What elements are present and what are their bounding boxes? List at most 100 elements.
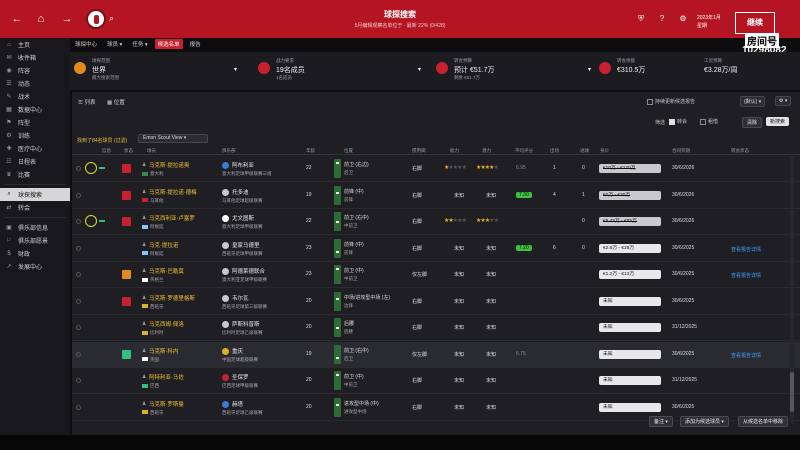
value-pill[interactable]: €1.2万 - €13万 bbox=[599, 270, 661, 279]
club-name[interactable]: 阿布利亚 bbox=[232, 163, 255, 169]
list-view-button[interactable]: ☰ 列表 bbox=[78, 98, 95, 106]
table-row[interactable]: ♟ 阿特利亚·马佐 巴西 圣保罗 巴西足球甲级联赛 20 前卫 (中) 中前卫 右脚 未知 未知 未知… bbox=[72, 368, 800, 394]
club-name[interactable]: 皇家马德里 bbox=[232, 242, 260, 249]
col-apps[interactable]: 出场 bbox=[550, 148, 559, 153]
options-dropdown[interactable]: ⚙ ▾ bbox=[775, 96, 792, 106]
table-row[interactable]: ♟ 马克斯·巴勒莫 英格兰 阿德莱德联合 澳大利亚足球甲级联赛 23 前卫 (中) 中前卫 仅左… bbox=[72, 262, 800, 288]
value-pill[interactable]: 未知 bbox=[599, 296, 661, 306]
col-value[interactable]: 身价 bbox=[600, 148, 609, 153]
tab-1[interactable]: 球员 ▾ bbox=[107, 41, 123, 48]
table-row[interactable]: ♟ 马克·提拉诺 阿根廷 皇家马德里 西班牙足球甲级联赛 23 前锋 (中) 前锋 右脚 未知 未知… bbox=[72, 236, 800, 262]
col-club[interactable]: 俱乐部 bbox=[222, 148, 236, 153]
sidebar-item-16[interactable]: ↗ 发展中心 bbox=[0, 260, 70, 273]
clear-button[interactable]: 清除 bbox=[742, 117, 763, 128]
club-name[interactable]: 韦尔瓦 bbox=[232, 295, 249, 302]
sidebar-item-6[interactable]: ⚑ 阵型 bbox=[0, 116, 70, 129]
club-name[interactable]: 萨斯科普斯 bbox=[232, 322, 260, 328]
club-name[interactable]: 尤文图斯 bbox=[232, 216, 255, 222]
position-view-button[interactable]: ▦ 位置 bbox=[107, 98, 125, 106]
checkbox[interactable] bbox=[700, 118, 706, 125]
add-candidate-button[interactable]: 添加为候选球员 ▾ bbox=[680, 416, 729, 427]
col-foot[interactable]: 惯用脚 bbox=[412, 148, 426, 153]
table-row[interactable]: ♟ 马克斯·提拉诺奥 意大利 阿布利亚 意大利足球甲级联赛三组 22 前卫 (右边) 后卫 右脚… bbox=[72, 156, 800, 182]
sidebar-item-5[interactable]: ▦ 数据中心 bbox=[0, 103, 70, 116]
col-info[interactable]: 信息 bbox=[102, 148, 111, 153]
player-name[interactable]: 马克斯·巴勒莫 bbox=[149, 269, 184, 275]
sidebar-item-12[interactable]: ⇄ 转会 bbox=[0, 201, 70, 214]
row-select-radio[interactable] bbox=[76, 298, 81, 304]
col-goals[interactable]: 进球 bbox=[580, 148, 589, 153]
col-rating[interactable]: 平均评分 bbox=[515, 148, 533, 153]
value-pill[interactable]: €8.45万 - €85万 bbox=[599, 217, 661, 226]
shield-icon[interactable]: ⛨ bbox=[638, 14, 644, 23]
row-select-radio[interactable] bbox=[76, 166, 81, 171]
search-icon[interactable]: ⌕ bbox=[109, 13, 115, 23]
new-search-button[interactable]: 新搜索 bbox=[766, 117, 790, 126]
col-ability[interactable]: 能力 bbox=[450, 148, 459, 153]
row-select-radio[interactable] bbox=[76, 378, 81, 383]
player-name[interactable]: 马克斯·科内 bbox=[149, 348, 179, 355]
value-pill[interactable]: €0万 - €30万 bbox=[599, 190, 661, 200]
sidebar-item-7[interactable]: ⚙ 训练 bbox=[0, 129, 70, 142]
notes-button[interactable]: 备注 ▾ bbox=[649, 416, 673, 427]
sidebar-item-14[interactable]: ⚐ 俱乐部愿景 bbox=[0, 234, 70, 247]
checkbox[interactable] bbox=[647, 98, 653, 105]
remove-from-shortlist-button[interactable]: 从候选名单中移除 bbox=[738, 416, 789, 427]
table-row[interactable]: ♟ 马克西姆·佩洛 比利时 萨斯科普斯 比利时足球乙级联赛 20 后腰 后腰 右脚 未知 未知 未知 3… bbox=[72, 315, 800, 341]
sidebar-item-11[interactable]: ⌕ 球探搜索 bbox=[0, 188, 70, 201]
row-select-radio[interactable] bbox=[76, 192, 81, 198]
sidebar-item-9[interactable]: ☷ 日程表 bbox=[0, 155, 70, 168]
row-select-radio[interactable] bbox=[76, 245, 81, 251]
club-name[interactable]: 圣保罗 bbox=[232, 375, 249, 381]
checkbox[interactable] bbox=[669, 118, 675, 125]
continue-button[interactable]: 继续 bbox=[735, 12, 775, 34]
col-status[interactable]: 状态 bbox=[124, 148, 133, 153]
player-name[interactable]: 马克斯·罗德里格斯 bbox=[149, 295, 195, 302]
forward-arrow-icon[interactable]: → bbox=[61, 13, 73, 25]
keep-report-toggle[interactable]: 持续更新候选报告 bbox=[647, 98, 695, 105]
home-icon[interactable]: ⌂ bbox=[37, 13, 45, 25]
report-link[interactable]: 查看报告详情 bbox=[731, 246, 762, 253]
club-logo[interactable] bbox=[86, 9, 106, 29]
value-pill[interactable]: 未知 bbox=[599, 376, 661, 385]
help-icon[interactable]: ? bbox=[659, 14, 665, 23]
row-select-radio[interactable] bbox=[76, 351, 81, 357]
col-contract[interactable]: 合同到期 bbox=[672, 148, 690, 153]
summary-scout-range[interactable]: 球探范围 世界 最大搜索范围 ▾ bbox=[70, 52, 250, 90]
player-name[interactable]: 马克斯·提拉诺奥 bbox=[149, 163, 190, 169]
sidebar-item-13[interactable]: ▣ 俱乐部信息 bbox=[0, 221, 70, 234]
table-row[interactable]: ♟ 马克斯·罗斯曼 西班牙 赫塔 西班牙足球乙级联赛 20 进攻型中场 (中) 进攻型中场 右脚… bbox=[72, 395, 800, 421]
row-select-radio[interactable] bbox=[76, 404, 81, 410]
club-name[interactable]: 重庆 bbox=[232, 348, 244, 355]
row-select-radio[interactable] bbox=[76, 325, 81, 330]
player-name[interactable]: 马克斯·提拉诺·德梅 bbox=[149, 189, 197, 196]
summary-transfer-budget[interactable]: 转会预算 预计 €51.7万 剩余 €51.7万 ▾ bbox=[432, 52, 602, 90]
scout-view-dropdown[interactable]: Emon Scout View ▾ bbox=[138, 134, 208, 143]
col-potential[interactable]: 潜力 bbox=[482, 148, 491, 153]
transfer-filter[interactable]: 转会 bbox=[669, 118, 687, 125]
tab-2[interactable]: 任务 ▾ bbox=[132, 41, 148, 48]
club-name[interactable]: 赫塔 bbox=[232, 401, 244, 408]
player-name[interactable]: 阿特利亚·马佐 bbox=[149, 375, 184, 381]
sidebar-item-3[interactable]: ☰ 动态 bbox=[0, 77, 70, 90]
table-row[interactable]: ♟ 马克西利亚·卢塞罗 阿根廷 尤文图斯 意大利足球甲级联赛 22 前卫 (右中) 中前卫 右脚… bbox=[72, 209, 800, 235]
player-name[interactable]: 马克西姆·佩洛 bbox=[149, 322, 184, 328]
value-pill[interactable]: €2.6万 - €28万 bbox=[599, 243, 661, 253]
value-pill[interactable]: 未知 bbox=[599, 323, 661, 332]
value-pill[interactable]: 未知 bbox=[599, 402, 661, 412]
player-name[interactable]: 马克斯·罗斯曼 bbox=[149, 401, 184, 408]
col-age[interactable]: 年龄 bbox=[306, 148, 315, 153]
report-link[interactable]: 查看报告详情 bbox=[731, 352, 762, 359]
player-name[interactable]: 马克西利亚·卢塞罗 bbox=[149, 216, 195, 222]
tab-4[interactable]: 报告 bbox=[189, 41, 201, 48]
sidebar-item-15[interactable]: $ 财政 bbox=[0, 247, 70, 260]
value-pill[interactable]: €10万 - €120万 bbox=[599, 164, 661, 173]
sidebar-item-8[interactable]: ✚ 医疗中心 bbox=[0, 142, 70, 155]
col-transfer-status[interactable]: 转会状态 bbox=[731, 148, 749, 153]
sidebar-item-0[interactable]: ⌂ 主页 bbox=[0, 38, 70, 51]
table-row[interactable]: ♟ 马克斯·提拉诺·德梅 马耳他 托多迪 马耳他足球超级联赛 19 前锋 (中) 前锋 右脚 未知… bbox=[72, 183, 800, 209]
col-name[interactable]: 球员 bbox=[147, 148, 156, 153]
loan-filter[interactable]: 租借 bbox=[700, 118, 718, 125]
table-row[interactable]: ♟ 马克斯·科内 英国 重庆 中国足球超级联赛 19 前卫 (右中) 后卫 仅左脚 未知 未知 6.7… bbox=[72, 341, 800, 368]
tab-0[interactable]: 球探中心 bbox=[75, 41, 98, 48]
